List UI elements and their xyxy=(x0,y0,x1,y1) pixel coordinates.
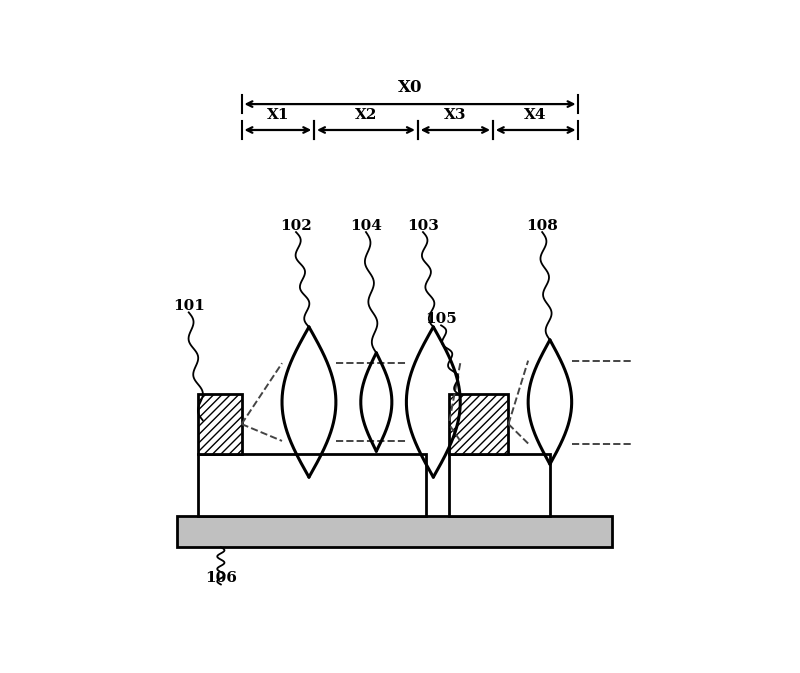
Text: 108: 108 xyxy=(526,219,558,233)
Text: 101: 101 xyxy=(173,299,205,313)
Bar xyxy=(198,454,426,516)
Bar xyxy=(177,516,612,547)
Bar xyxy=(449,394,509,454)
Bar xyxy=(449,454,550,516)
Text: 106: 106 xyxy=(205,571,237,586)
Bar xyxy=(198,394,242,454)
Text: X1: X1 xyxy=(266,108,289,122)
Text: 103: 103 xyxy=(407,219,439,233)
Text: 102: 102 xyxy=(280,219,312,233)
Text: 105: 105 xyxy=(426,312,457,326)
Text: X2: X2 xyxy=(354,108,377,122)
Text: 104: 104 xyxy=(350,219,382,233)
Text: X4: X4 xyxy=(525,108,547,122)
Text: X3: X3 xyxy=(444,108,466,122)
Text: X0: X0 xyxy=(398,79,422,96)
